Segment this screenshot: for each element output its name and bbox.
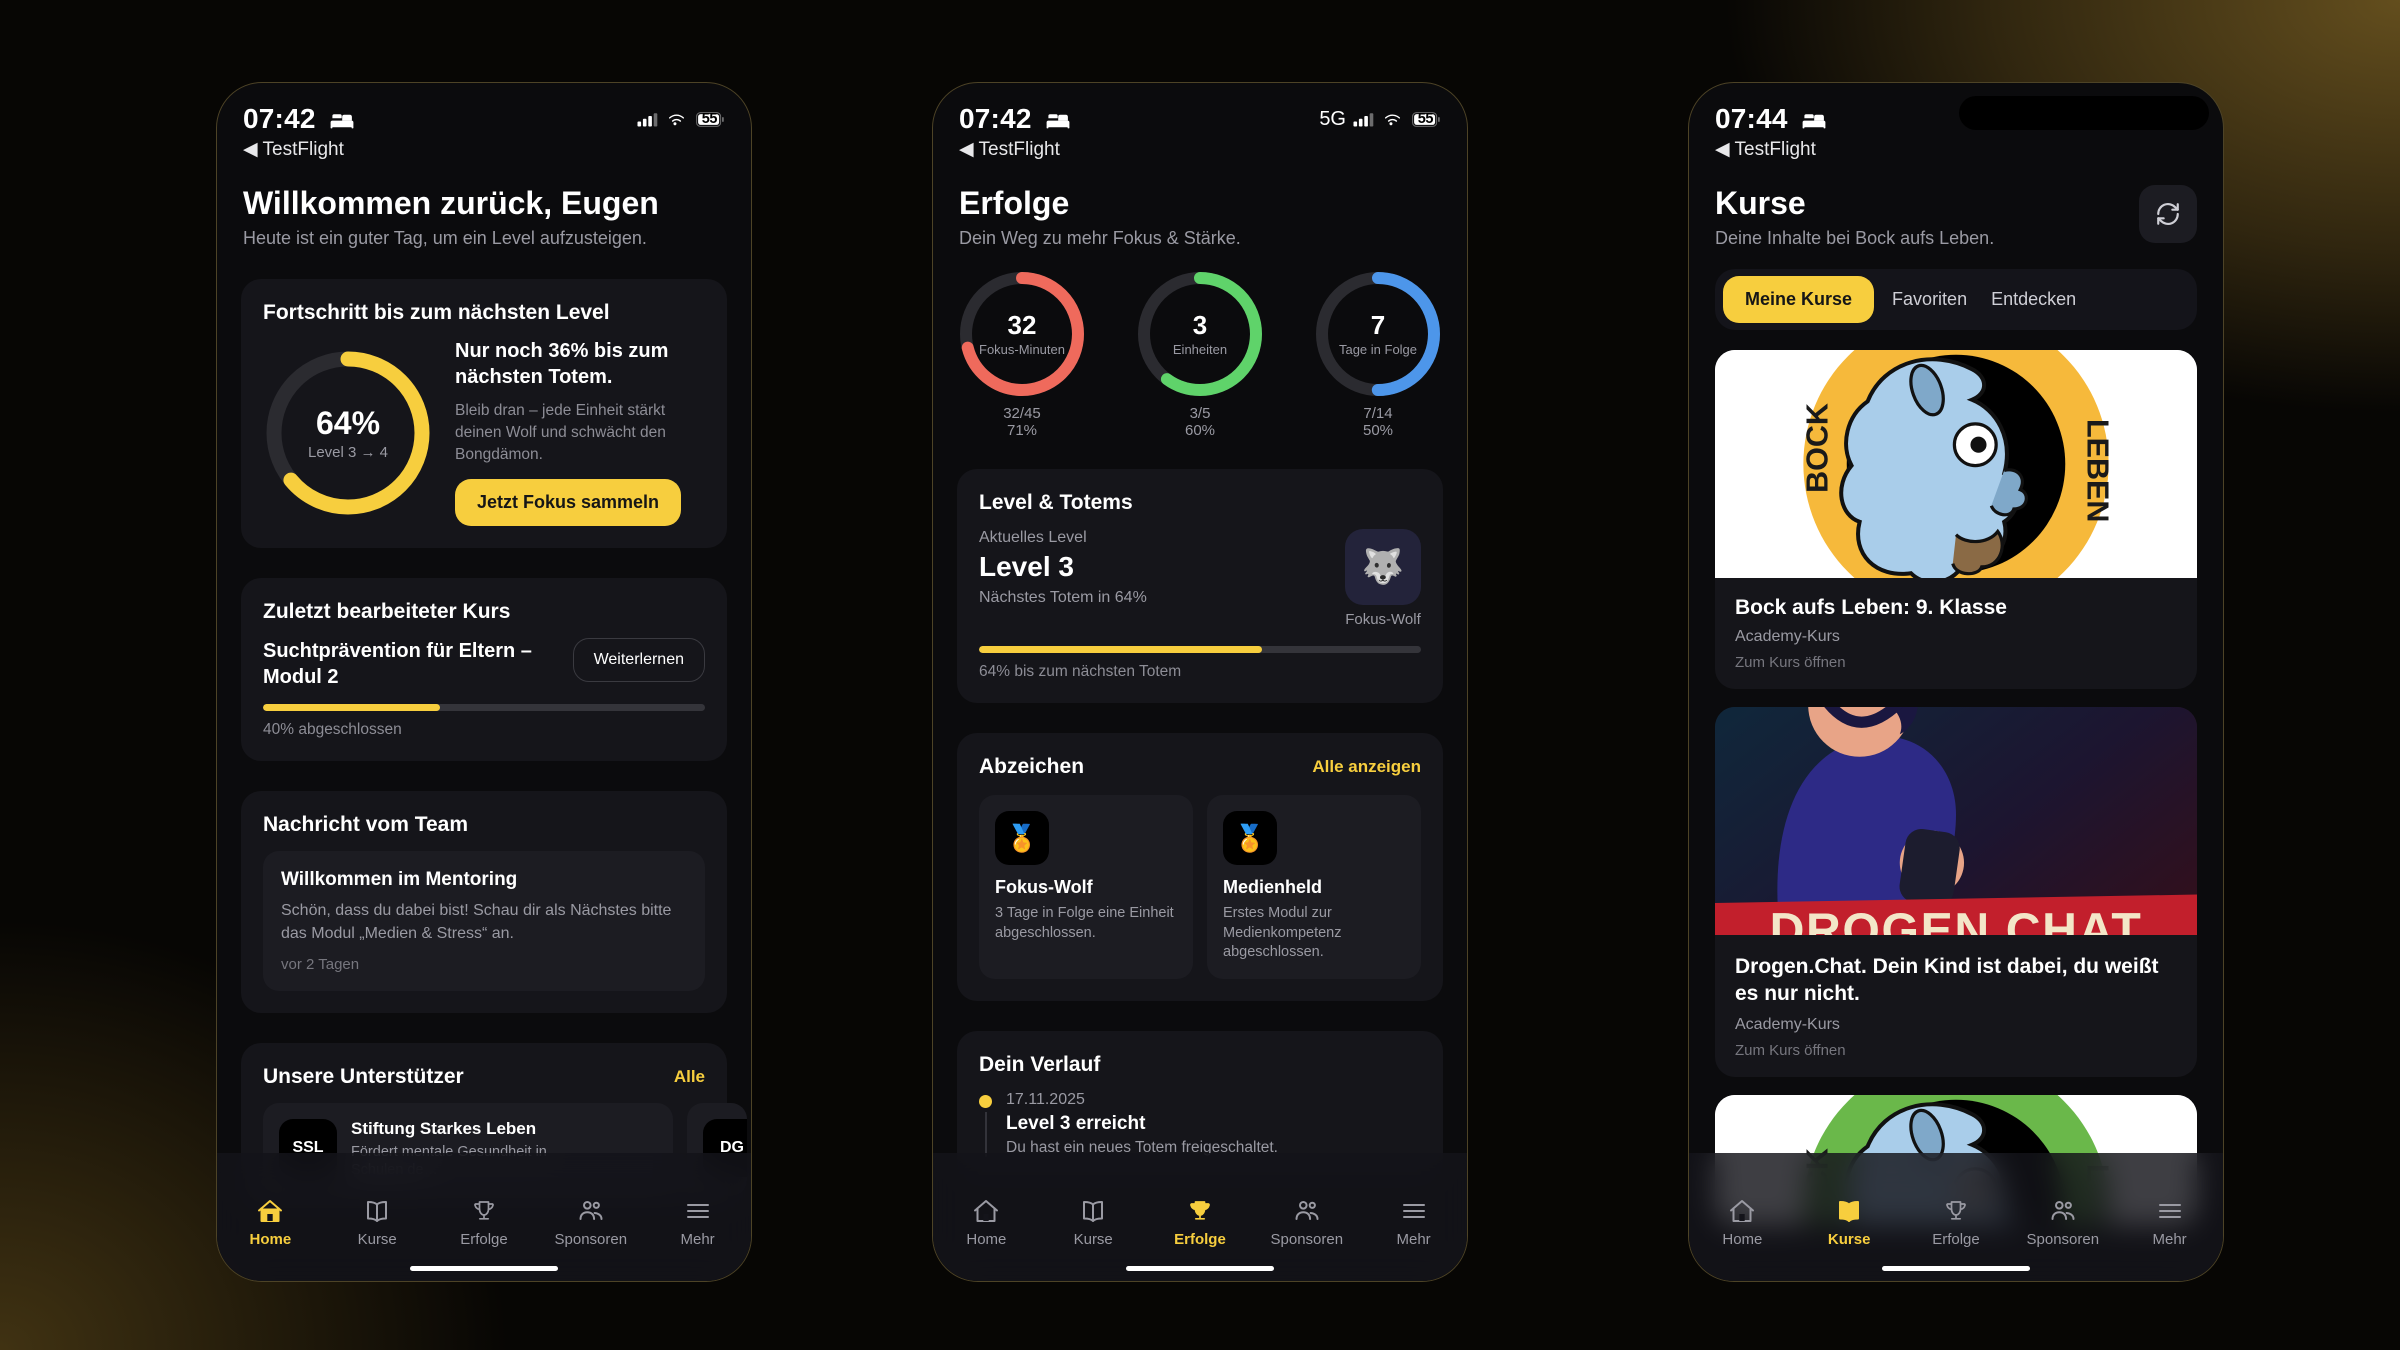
svg-text:LEBEN: LEBEN — [2081, 419, 2115, 522]
svg-text:BOCK: BOCK — [1800, 403, 1834, 493]
svg-text:DROGEN.CHAT: DROGEN.CHAT — [1770, 903, 2143, 935]
